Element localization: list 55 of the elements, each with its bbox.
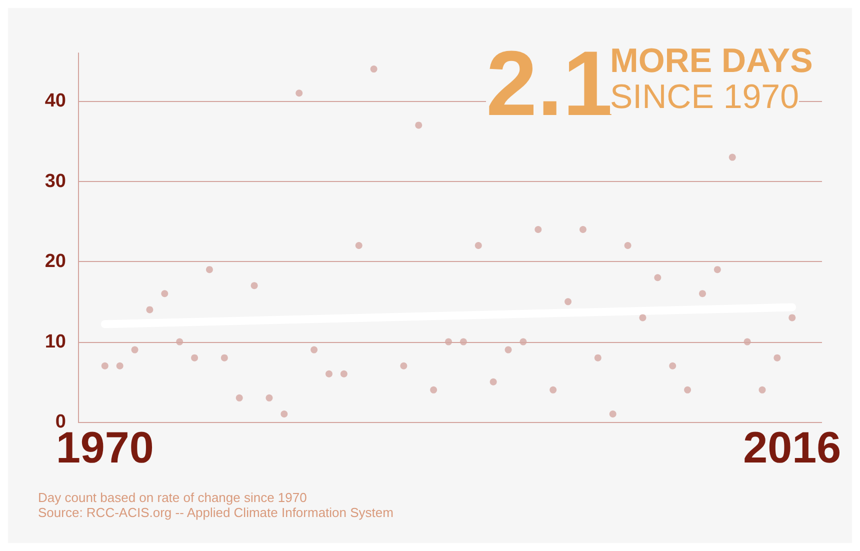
point	[504, 346, 512, 354]
point	[654, 274, 662, 282]
point	[340, 370, 348, 378]
point	[415, 122, 422, 129]
point	[445, 338, 452, 346]
point	[460, 338, 467, 346]
point	[296, 90, 303, 97]
point	[609, 410, 616, 418]
point	[534, 226, 542, 233]
point	[728, 154, 736, 161]
point	[266, 394, 273, 402]
point	[624, 242, 632, 250]
point	[579, 226, 586, 233]
point	[758, 386, 766, 394]
point	[474, 242, 482, 250]
point	[564, 298, 572, 306]
point	[206, 266, 213, 274]
point	[191, 354, 198, 362]
text: Day count based on rate of change since 1970	[38, 490, 307, 505]
point	[101, 362, 108, 370]
y-tick-label: 20	[44, 251, 66, 272]
point	[355, 242, 362, 250]
point	[310, 346, 318, 354]
y-tick-label: 40	[44, 90, 66, 112]
point	[744, 338, 751, 346]
point	[714, 266, 721, 274]
annotation: SINCE 1970	[610, 78, 799, 116]
point	[698, 290, 706, 298]
point	[146, 306, 154, 314]
point	[774, 354, 781, 362]
point	[236, 394, 243, 402]
point	[220, 354, 228, 362]
point	[639, 314, 646, 322]
annotation: MORE DAYS	[610, 42, 813, 80]
point	[250, 282, 258, 290]
point	[280, 410, 288, 418]
point	[116, 362, 124, 370]
point	[520, 338, 527, 346]
point	[370, 66, 378, 73]
point	[131, 346, 138, 354]
point	[430, 386, 438, 394]
point	[176, 338, 184, 346]
point	[161, 290, 168, 298]
y-tick-label: 10	[44, 331, 66, 352]
x-tick-label: 2016	[743, 424, 842, 472]
point	[684, 386, 692, 394]
y-tick-label: 30	[44, 170, 66, 192]
point	[490, 378, 497, 386]
point	[325, 370, 332, 378]
source-note: Source: RCC-ACIS.org -- Applied Climate Information System	[38, 505, 394, 520]
point	[594, 354, 602, 362]
point	[788, 314, 796, 322]
point	[550, 386, 557, 394]
point	[400, 362, 408, 370]
point	[669, 362, 676, 370]
